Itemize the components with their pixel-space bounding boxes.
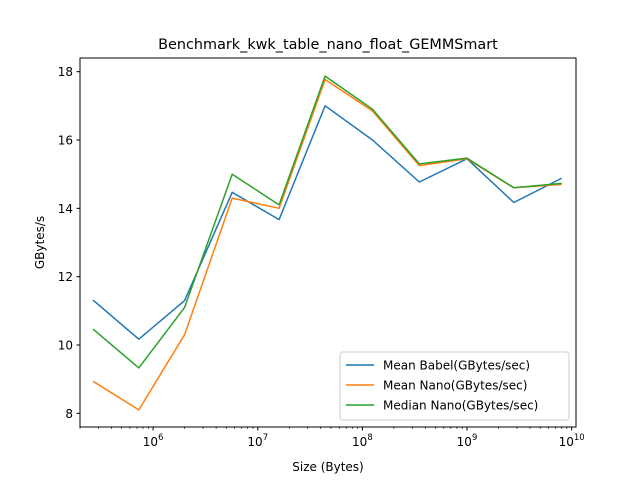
plot-frame	[79, 57, 577, 428]
legend-box	[339, 351, 570, 421]
y-tick-label: 18	[58, 65, 73, 79]
y-tick-label: 10	[58, 339, 73, 353]
chart-title: Benchmark_kwk_table_nano_float_GEMMSmart	[158, 37, 498, 53]
legend-label: Median Nano(GBytes/sec)	[383, 399, 538, 413]
x-tick-label: 109	[457, 433, 478, 449]
x-axis: 106 107 108 109 1010	[79, 427, 585, 449]
x-axis-label: Size (Bytes)	[292, 460, 363, 474]
x-tick-label: 107	[247, 433, 268, 449]
y-tick-label: 14	[58, 202, 73, 216]
y-tick-label: 8	[65, 407, 73, 421]
y-tick-label: 16	[58, 134, 73, 148]
x-tick-label: 106	[143, 433, 164, 449]
y-tick-label: 12	[58, 270, 73, 284]
legend-label: Mean Nano(GBytes/sec)	[383, 379, 527, 393]
x-tick-label: 108	[352, 433, 373, 449]
y-axis-label: GBytes/s	[33, 216, 47, 269]
legend-label: Mean Babel(GBytes/sec)	[383, 359, 530, 373]
y-axis: 8 10 12 14 16 18	[58, 65, 80, 421]
x-tick-label: 1010	[559, 433, 585, 449]
series-lines	[92, 75, 563, 411]
series-line-2	[92, 75, 562, 369]
legend: Mean Babel(GBytes/sec) Mean Nano(GBytes/s…	[339, 351, 570, 421]
series-line-0	[92, 105, 563, 340]
